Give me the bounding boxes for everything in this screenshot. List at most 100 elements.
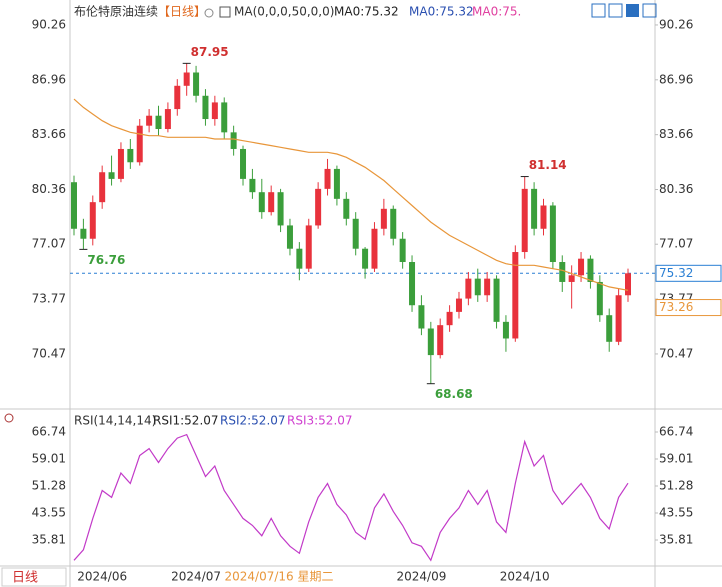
- candle-body: [202, 95, 209, 120]
- indicator: MA(0,0,0,50,0,0): [234, 5, 334, 19]
- tool-button[interactable]: [591, 3, 606, 18]
- candle-body: [193, 72, 200, 96]
- candle-body: [493, 278, 500, 322]
- y-tick-label: 83.66: [659, 127, 693, 141]
- period-button[interactable]: [1, 567, 67, 587]
- candle-body: [71, 182, 77, 229]
- y-tick-label: 77.07: [32, 237, 66, 251]
- rsi-line: [73, 433, 629, 562]
- candle-body: [540, 205, 547, 229]
- y-tick-label: 66.74: [659, 425, 693, 439]
- candle-body: [99, 172, 106, 203]
- candle-body: [268, 192, 275, 213]
- candle-body: [127, 148, 134, 163]
- y-tick-label: 86.96: [32, 72, 66, 86]
- candle-body: [521, 188, 528, 253]
- candle-body: [390, 208, 397, 239]
- x-tick-label: 2024/10: [500, 570, 550, 584]
- candle-body: [427, 328, 434, 356]
- candle-body: [211, 102, 218, 120]
- candle-body: [549, 205, 556, 263]
- candle-body: [80, 228, 87, 239]
- y-tick-label: 90.26: [32, 17, 66, 31]
- candle-body: [559, 262, 566, 282]
- candle-body: [531, 188, 538, 229]
- candle-body: [625, 273, 631, 296]
- candle-body: [324, 168, 331, 189]
- candle-body: [418, 305, 425, 329]
- candle-body: [183, 72, 190, 86]
- legend-text: RSI2:52.07: [220, 414, 286, 428]
- candle-body: [578, 258, 585, 276]
- y-tick-label: 73.77: [32, 292, 66, 306]
- settings-icon[interactable]: [204, 8, 214, 18]
- y-tick-label: 66.74: [32, 425, 66, 439]
- x-tick-label: 2024/07: [171, 570, 221, 584]
- candle-body: [512, 252, 519, 339]
- ma-line: [73, 98, 629, 291]
- candle-body: [155, 115, 162, 130]
- tool-button[interactable]: [608, 3, 623, 18]
- rsi-settings-icon[interactable]: [4, 413, 14, 423]
- y-tick-label: 86.96: [659, 72, 693, 86]
- crosshair-box: [224, 569, 334, 585]
- crosshair-label: 2024/07/16 星期二: [225, 570, 334, 584]
- price-marker: 73.26: [659, 300, 693, 314]
- candle-body: [371, 228, 378, 269]
- y-tick-label: 70.47: [659, 346, 693, 360]
- legend-text: RSI3:52.07: [287, 414, 353, 428]
- chart-title: 布伦特原油连续: [74, 4, 158, 19]
- y-tick-label: 77.07: [659, 237, 693, 251]
- y-tick-label: 59.01: [659, 451, 693, 465]
- extreme-label: 68.68: [435, 387, 473, 401]
- period-button-label: 日线: [12, 571, 38, 586]
- extreme-label: 76.76: [87, 253, 125, 267]
- legend-text: RSI1:52.07: [153, 414, 219, 428]
- tool-button[interactable]: [626, 4, 639, 17]
- period: 【日线】: [158, 5, 206, 19]
- candle-body: [596, 281, 603, 316]
- candle-body: [587, 258, 594, 282]
- y-tick-label: 59.01: [32, 451, 66, 465]
- candle-body: [615, 295, 622, 342]
- candle-body: [174, 85, 181, 110]
- y-tick-label: 35.81: [659, 533, 693, 547]
- legend-text: MA0:75.32: [334, 5, 399, 19]
- toolbar: [591, 3, 657, 18]
- y-tick-label: 51.28: [659, 478, 693, 492]
- candle-body: [502, 321, 509, 339]
- candle-body: [277, 192, 284, 226]
- price-marker-box: [655, 264, 722, 282]
- candle-body: [136, 125, 143, 163]
- y-tick-label: 80.36: [659, 182, 693, 196]
- y-tick-label: 90.26: [659, 17, 693, 31]
- candle-body: [89, 202, 96, 239]
- extreme-label: 81.14: [529, 158, 567, 172]
- candle-body: [446, 311, 453, 326]
- candle-body: [409, 262, 416, 306]
- candle-body: [484, 278, 491, 296]
- candle-body: [117, 148, 124, 179]
- candle-body: [399, 238, 406, 263]
- candle-body: [455, 298, 462, 312]
- price-marker: 75.32: [659, 266, 693, 280]
- tool-button[interactable]: [642, 3, 657, 18]
- y-tick-label: 43.55: [659, 505, 693, 519]
- candle-body: [474, 278, 481, 296]
- rsi-title: RSI(14,14,14): [74, 414, 156, 428]
- candle-body: [606, 315, 613, 342]
- y-tick-label: 83.66: [32, 127, 66, 141]
- candle-body: [249, 178, 256, 193]
- candle-body: [437, 325, 444, 356]
- candle-body: [352, 218, 359, 249]
- candle-body: [380, 208, 387, 229]
- y-tick-label: 80.36: [32, 182, 66, 196]
- y-tick-label: 70.47: [32, 346, 66, 360]
- candle-body: [230, 132, 237, 149]
- extreme-label: 87.95: [191, 45, 229, 59]
- candle-body: [164, 109, 171, 130]
- candle-body: [240, 148, 247, 179]
- indicator-icon[interactable]: [219, 6, 231, 18]
- x-tick-label: 2024/09: [396, 570, 446, 584]
